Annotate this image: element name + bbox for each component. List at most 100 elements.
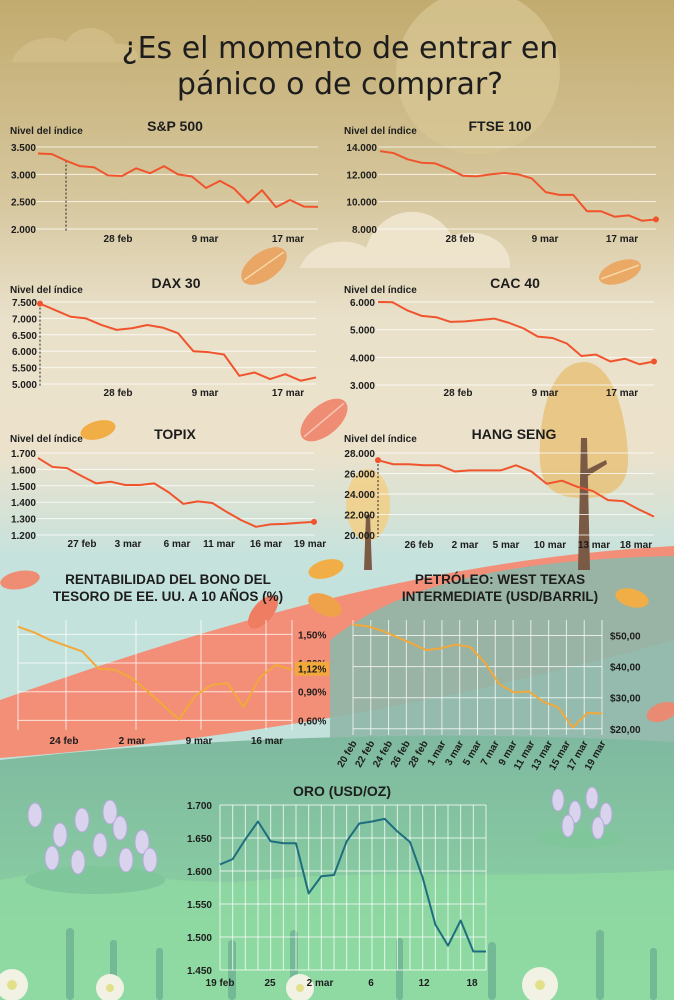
x-tick-label: 26 feb [405, 540, 434, 551]
series-line [377, 459, 655, 518]
leaf-icon [308, 593, 342, 617]
chart-dax-30: DAX 30 Nivel del índice 5.000 5.500 6.000 6.5… [10, 275, 317, 399]
start-marker [37, 300, 43, 307]
y-tick-label: 3.000 [11, 170, 36, 181]
last-value-badge [295, 661, 329, 676]
y-tick-label: 20.000 [344, 531, 375, 542]
chart-title: ORO (USD/OZ) [293, 783, 391, 799]
series-line [219, 817, 486, 953]
leaf-icon [598, 259, 642, 285]
x-tick-label: 18 [466, 978, 478, 989]
chart-bond-10y: RENTABILIDAD DEL BONO DEL TESORO DE EE. U… [17, 572, 329, 747]
series-line [379, 150, 657, 222]
chart-gold: ORO (USD/OZ) 1.450 1.500 1.550 1.600 1.650 1.7… [187, 783, 487, 989]
chart-topix: TOPIX Nivel del índice 1.200 1.300 1.400 1.50… [10, 426, 326, 550]
y-tick-label: 1,50% [298, 630, 326, 641]
x-tick-label: 9 mar [192, 388, 219, 399]
chart-title: TOPIX [154, 426, 196, 442]
x-tick-label: 13 mar [578, 540, 610, 551]
leaf-icon [80, 420, 116, 440]
x-tick-label: 9 mar [192, 234, 219, 245]
x-tick-label: 2 mar [119, 736, 146, 747]
y-tick-label: 0,90% [298, 688, 326, 699]
page-title-line-1: ¿Es el momento de entrar en [122, 31, 559, 66]
x-tick-label: 16 mar [250, 539, 282, 550]
y-tick-label: 1.200 [11, 531, 36, 542]
y-tick-label: 4.000 [350, 353, 375, 364]
series-line [377, 301, 655, 366]
x-tick-label: 24 feb [50, 736, 79, 747]
y-tick-label: 2.500 [11, 198, 36, 209]
x-tick-label: 17 mar [272, 388, 304, 399]
chart-title-line-1: RENTABILIDAD DEL BONO DEL [65, 572, 271, 587]
x-tick-label: 19 feb [206, 978, 235, 989]
sun [396, 0, 560, 154]
x-tick-label: 16 mar [251, 736, 283, 747]
end-marker [311, 518, 317, 525]
x-tick-label: 17 mar [606, 234, 638, 245]
y-tick-label: $20,00 [610, 725, 641, 736]
meadow-front [0, 870, 674, 1000]
y-axis-label: Nivel del índice [344, 285, 417, 296]
x-tick-label: 6 mar [164, 539, 191, 550]
page-title-line-2: pánico o de comprar? [177, 67, 503, 102]
y-tick-label: 5.000 [350, 326, 375, 337]
series-line [37, 457, 315, 528]
y-tick-label: 8.000 [352, 225, 377, 236]
chart-title: HANG SENG [472, 426, 557, 442]
x-tick-label: 5 mar [493, 540, 520, 551]
y-tick-label: 5.500 [12, 364, 37, 375]
series-line [17, 625, 293, 721]
y-tick-label: 0,60% [298, 716, 326, 727]
x-tick-label: 3 mar [115, 539, 142, 550]
x-tick-label: 6 [368, 978, 374, 989]
y-tick-label: 2.000 [11, 225, 36, 236]
chart-title: CAC 40 [490, 275, 540, 291]
crocus-flowers-right [538, 786, 622, 848]
y-tick-label: $40,00 [610, 663, 641, 674]
end-marker [651, 358, 657, 365]
leaf-icon [308, 559, 344, 579]
tree-branch-right [586, 460, 607, 476]
y-tick-label: 7.000 [12, 314, 37, 325]
end-marker [653, 216, 659, 223]
leaf-icon [0, 570, 40, 590]
chart-wti-oil: PETRÓLEO: WEST TEXAS INTERMEDIATE (USD/BA… [336, 572, 641, 772]
leaf-icon [241, 247, 287, 285]
x-tick-label: 19 mar [294, 539, 326, 550]
x-tick-label: 28 feb [446, 234, 475, 245]
cloud-left [12, 27, 138, 62]
x-tick-label: 17 mar [606, 388, 638, 399]
x-tick-label: 28 feb [104, 234, 133, 245]
x-tick-label: 9 mar [186, 736, 213, 747]
x-tick-label: 27 feb [68, 539, 97, 550]
y-tick-label: 6.000 [350, 298, 375, 309]
chart-ftse-100: FTSE 100 Nivel del índice 8.000 10.000 12.00… [344, 118, 659, 245]
x-tick-label: 25 [264, 978, 276, 989]
y-tick-label: 22.000 [344, 511, 375, 522]
y-tick-label: 6.000 [12, 347, 37, 358]
cloud-center [300, 211, 511, 268]
x-tick-label: 28 feb [104, 388, 133, 399]
y-tick-label: 10.000 [346, 198, 377, 209]
y-tick-label: $30,00 [610, 694, 641, 705]
chart-title-line-1: PETRÓLEO: WEST TEXAS [415, 572, 585, 587]
chart-title: FTSE 100 [468, 118, 531, 134]
y-tick-label: $50,00 [610, 632, 641, 643]
y-tick-label: 7.500 [12, 298, 37, 309]
series-line [39, 302, 317, 382]
y-tick-label: 1.600 [11, 465, 36, 476]
leaf-icon [615, 588, 649, 608]
x-tick-label: 10 mar [534, 540, 566, 551]
y-tick-label: 1.600 [187, 867, 212, 878]
chart-hang-seng: HANG SENG Nivel del índice 20.000 22.000 24.… [344, 426, 655, 551]
y-tick-label: 1.500 [187, 933, 212, 944]
chart-title: S&P 500 [147, 118, 203, 134]
x-tick-label: 18 mar [620, 540, 652, 551]
leaf-icon [646, 701, 674, 723]
x-tick-label: 2 mar [307, 978, 334, 989]
chart-sp-500: S&P 500 Nivel del índice 2.000 2.500 3.000 3.… [10, 118, 319, 245]
x-tick-label: 17 mar [272, 234, 304, 245]
